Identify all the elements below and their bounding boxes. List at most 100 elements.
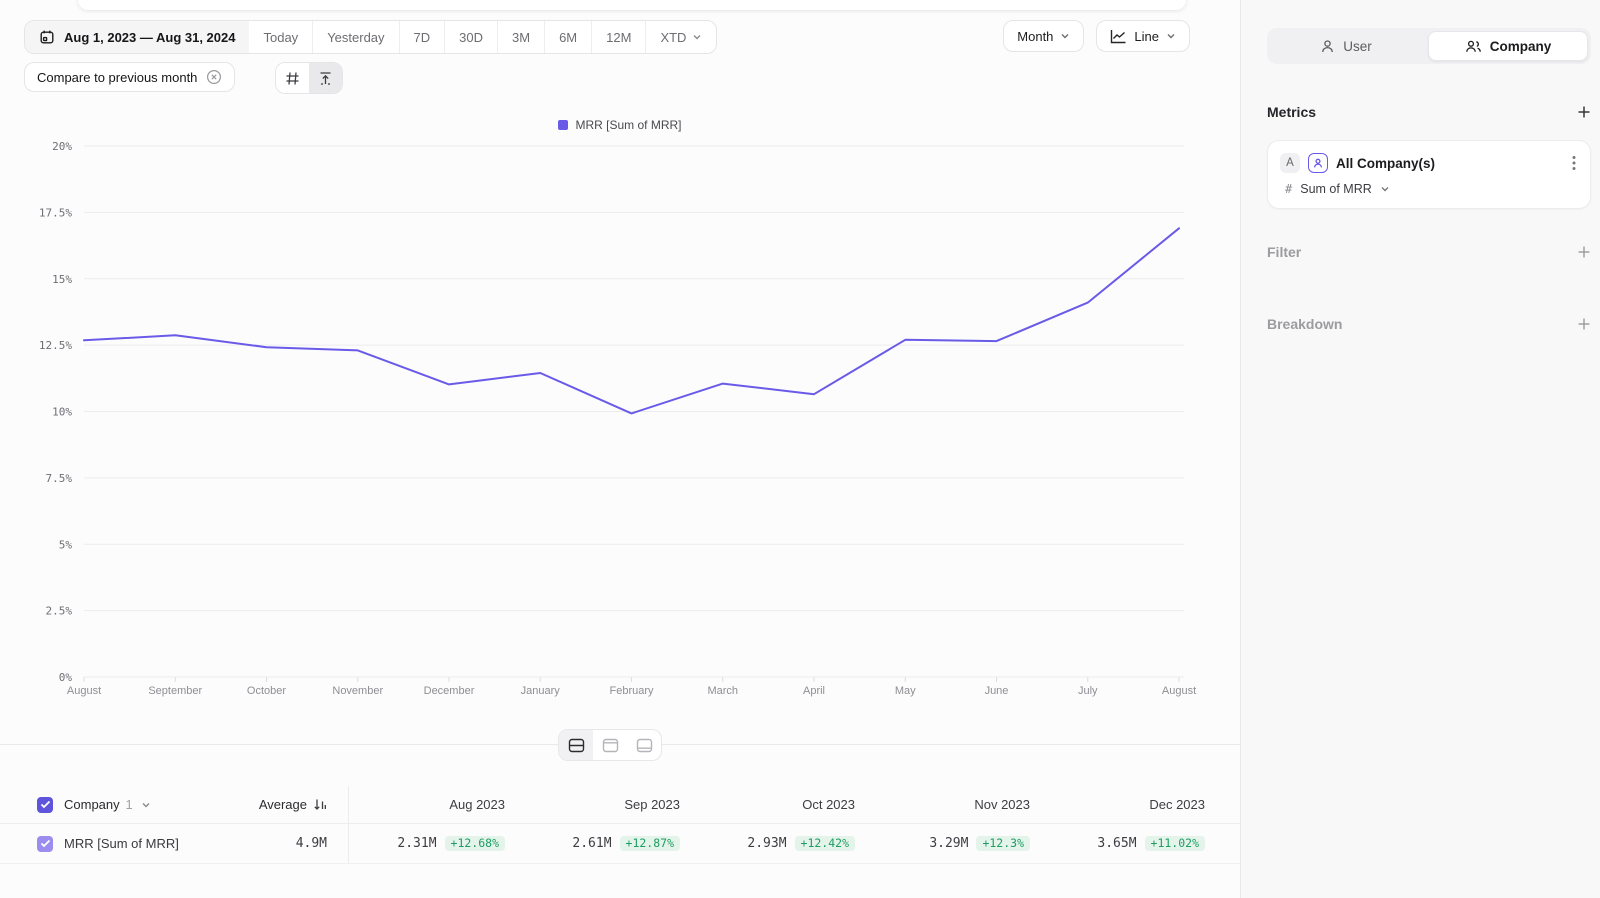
y-axis-tick-label: 12.5%	[39, 339, 72, 352]
aggregation-dropdown[interactable]: Sum of MRR	[1300, 182, 1372, 196]
cell-value: 3.65M	[1097, 836, 1137, 851]
compare-row: Compare to previous month	[24, 62, 344, 94]
toggle-user[interactable]: User	[1267, 28, 1425, 64]
chevron-down-icon	[1167, 34, 1175, 39]
preset-7d-button[interactable]: 7D	[398, 21, 445, 53]
main-panel: Aug 1, 2023 — Aug 31, 2024 Today Yesterda…	[0, 0, 1240, 864]
xtd-label: XTD	[660, 29, 687, 45]
compare-chip[interactable]: Compare to previous month	[24, 62, 236, 92]
chevron-down-icon[interactable]	[1380, 184, 1390, 194]
entity-toggle: User Company	[1267, 28, 1591, 64]
kebab-menu-icon	[1572, 156, 1576, 170]
preset-3m-button[interactable]: 3M	[497, 21, 544, 53]
preset-xtd-button[interactable]: XTD	[645, 21, 716, 53]
row-checkbox[interactable]	[37, 835, 53, 852]
chevron-down-icon	[693, 35, 701, 40]
layout-chart-button[interactable]	[593, 730, 627, 760]
sort-descending-icon	[314, 799, 326, 810]
add-breakdown-button[interactable]	[1577, 317, 1591, 331]
calendar-icon	[39, 29, 55, 45]
company-square-icon	[1308, 153, 1328, 173]
add-filter-button[interactable]	[1577, 245, 1591, 259]
metric-letter-badge: A	[1280, 153, 1300, 173]
chart-controls: Month Line	[1003, 20, 1190, 52]
x-axis-month-label: January	[521, 685, 561, 697]
select-all-checkbox[interactable]	[37, 796, 53, 813]
preset-today-button[interactable]: Today	[263, 29, 299, 45]
breakdown-section-header: Breakdown	[1267, 316, 1591, 332]
chart-view-icon	[602, 738, 618, 752]
date-presets: Today Yesterday 7D 30D 3M 6M 12M	[249, 21, 645, 53]
cell-delta-badge: +12.3%	[976, 835, 1030, 852]
y-axis-tick-label: 5%	[59, 538, 73, 551]
chart-type-label: Line	[1134, 28, 1159, 44]
x-axis-month-label: February	[609, 685, 654, 697]
granularity-label: Month	[1017, 28, 1054, 44]
gridlines-toggle[interactable]	[276, 63, 310, 93]
column-header-month: Dec 2023	[1149, 797, 1205, 812]
x-axis-month-label: November	[332, 685, 383, 697]
average-header[interactable]: Average	[259, 797, 327, 812]
y-axis-tick-label: 15%	[52, 273, 72, 286]
date-range-group: Aug 1, 2023 — Aug 31, 2024 Today Yesterda…	[24, 20, 718, 54]
add-metric-button[interactable]	[1577, 105, 1591, 119]
cell-value: 2.61M	[572, 836, 612, 851]
column-header-month: Sep 2023	[624, 797, 680, 812]
preset-yesterday-button[interactable]: Yesterday	[312, 21, 398, 53]
user-icon	[1322, 39, 1334, 52]
x-axis-month-label: May	[895, 685, 916, 697]
date-range-label: Aug 1, 2023 — Aug 31, 2024	[64, 29, 236, 45]
column-header-month: Aug 2023	[449, 797, 505, 812]
top-card-edge	[78, 0, 1186, 10]
chevron-down-icon	[1061, 34, 1069, 39]
chart-area[interactable]: 0% 2.5% 5% 7.5% 10% 12.5% 15% 17.5% 20% August Sep…	[0, 140, 1240, 710]
remove-compare-icon[interactable]	[206, 69, 222, 85]
chart-legend[interactable]: MRR [Sum of MRR]	[0, 118, 1240, 132]
toggle-company-label: Company	[1489, 38, 1552, 54]
y-axis-tick-label: 7.5%	[46, 472, 73, 485]
preset-6m-button[interactable]: 6M	[544, 21, 591, 53]
annotations-toggle[interactable]	[309, 63, 343, 93]
chevron-down-icon[interactable]	[141, 800, 151, 810]
plus-icon	[1578, 106, 1590, 118]
month-headers: Aug 2023 Sep 2023 Oct 2023 Nov 2023 Dec 2023	[349, 797, 1224, 812]
average-label: Average	[258, 797, 307, 812]
metric-card[interactable]: A All Company(s) # Sum of MRR	[1267, 140, 1591, 209]
compare-chip-label: Compare to previous month	[37, 69, 198, 85]
layout-split-button[interactable]	[559, 730, 593, 760]
table-header-left: Company 1 Average	[0, 786, 349, 823]
chart-type-dropdown[interactable]: Line	[1096, 20, 1190, 52]
row-cells: 2.31M +12.68% 2.61M +12.87% 2.93M +12.42% 3.29…	[349, 835, 1224, 852]
group-by-label[interactable]: Company	[64, 797, 120, 812]
cell-delta-badge: +12.87%	[619, 835, 680, 852]
toggle-company[interactable]: Company	[1428, 31, 1588, 61]
x-axis-month-label: December	[424, 685, 475, 697]
preset-30d-button[interactable]: 30D	[444, 21, 497, 53]
company-users-icon	[1465, 40, 1481, 52]
table-row[interactable]: MRR [Sum of MRR] 4.9M 2.31M +12.68% 2.61M +…	[0, 824, 1240, 864]
row-metric-label: MRR [Sum of MRR]	[64, 836, 179, 851]
arrow-to-top-icon	[320, 71, 331, 85]
x-axis-month-label: April	[803, 685, 825, 697]
preset-12m-button[interactable]: 12M	[591, 21, 645, 53]
filter-title: Filter	[1267, 244, 1302, 260]
plus-icon	[1578, 318, 1590, 330]
x-axis-month-label: June	[985, 685, 1009, 697]
metric-menu-button[interactable]	[1572, 155, 1576, 171]
grid-icon	[286, 71, 299, 85]
x-axis-month-label: March	[707, 685, 738, 697]
mrr-series-line[interactable]	[83, 227, 1180, 415]
cell-value: 2.93M	[747, 836, 787, 851]
cell-value: 3.29M	[929, 836, 969, 851]
mrr-line-chart: 0% 2.5% 5% 7.5% 10% 12.5% 15% 17.5% 20% August Sep…	[39, 140, 1196, 697]
number-type-icon: #	[1285, 182, 1293, 196]
legend-label: MRR [Sum of MRR]	[575, 118, 682, 132]
layout-table-button[interactable]	[627, 730, 661, 760]
metric-card-row1: A All Company(s)	[1280, 153, 1576, 173]
metrics-title: Metrics	[1267, 104, 1317, 120]
date-range-button[interactable]: Aug 1, 2023 — Aug 31, 2024	[25, 21, 250, 53]
granularity-dropdown[interactable]: Month	[1003, 20, 1085, 52]
metrics-section-header: Metrics	[1267, 104, 1591, 120]
config-sidebar: User Company Metrics A	[1240, 0, 1600, 898]
cell-delta-badge: +12.42%	[794, 835, 855, 852]
